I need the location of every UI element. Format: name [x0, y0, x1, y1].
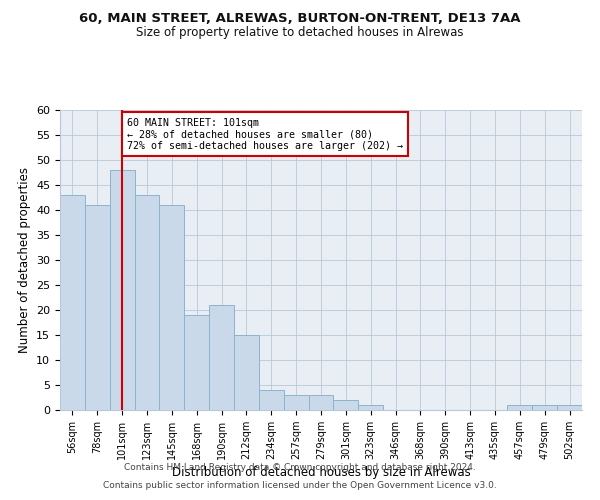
Bar: [259, 390, 284, 410]
Bar: [284, 395, 308, 410]
Bar: [110, 170, 134, 410]
Text: Contains HM Land Registry data © Crown copyright and database right 2024.: Contains HM Land Registry data © Crown c…: [124, 464, 476, 472]
Bar: [557, 405, 582, 410]
Bar: [508, 405, 532, 410]
Bar: [134, 195, 160, 410]
Bar: [532, 405, 557, 410]
Bar: [209, 305, 234, 410]
Bar: [334, 400, 358, 410]
Bar: [184, 315, 209, 410]
Text: Size of property relative to detached houses in Alrewas: Size of property relative to detached ho…: [136, 26, 464, 39]
Text: Contains public sector information licensed under the Open Government Licence v3: Contains public sector information licen…: [103, 481, 497, 490]
Bar: [85, 205, 110, 410]
X-axis label: Distribution of detached houses by size in Alrewas: Distribution of detached houses by size …: [172, 466, 470, 479]
Bar: [234, 335, 259, 410]
Text: 60 MAIN STREET: 101sqm
← 28% of detached houses are smaller (80)
72% of semi-det: 60 MAIN STREET: 101sqm ← 28% of detached…: [127, 118, 403, 150]
Bar: [160, 205, 184, 410]
Bar: [358, 405, 383, 410]
Bar: [308, 395, 334, 410]
Bar: [60, 195, 85, 410]
Y-axis label: Number of detached properties: Number of detached properties: [17, 167, 31, 353]
Text: 60, MAIN STREET, ALREWAS, BURTON-ON-TRENT, DE13 7AA: 60, MAIN STREET, ALREWAS, BURTON-ON-TREN…: [79, 12, 521, 26]
